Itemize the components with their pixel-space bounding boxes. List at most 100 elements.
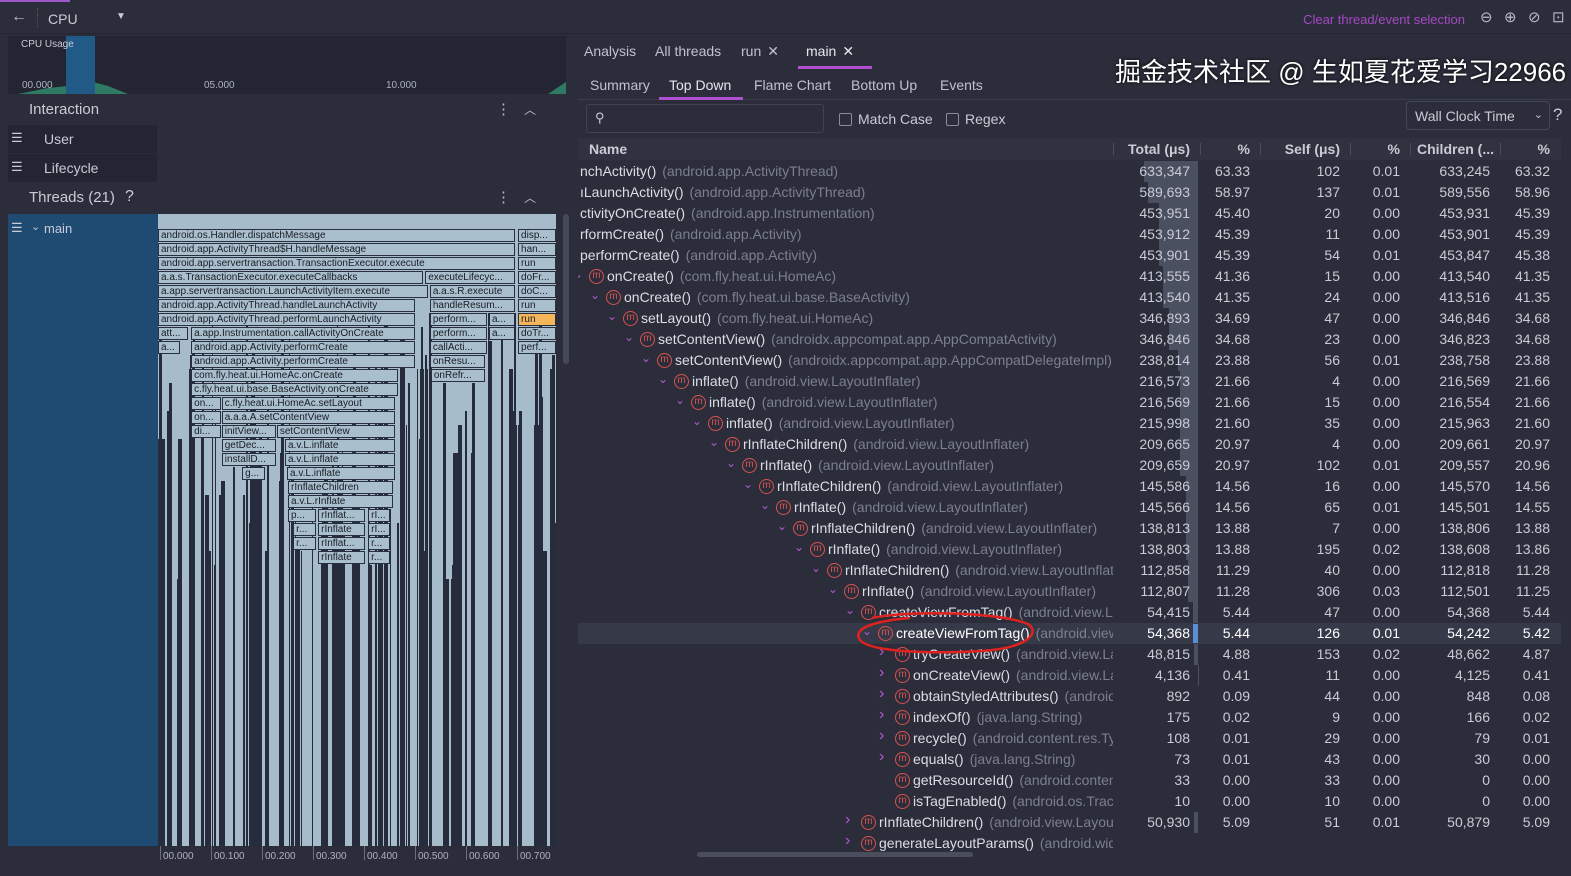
flame-frame[interactable]: installD... (221, 453, 276, 466)
chevron-down-icon[interactable]: ⌄ (31, 221, 41, 233)
chevron-right-icon[interactable]: › (879, 665, 885, 681)
subtab-summary[interactable]: Summary (590, 77, 650, 93)
flame-frame[interactable]: a... (488, 313, 515, 326)
chevron-down-icon[interactable]: ⌄ (726, 456, 737, 470)
flame-frame[interactable]: on... (191, 397, 222, 410)
flame-frame[interactable]: r... (293, 537, 317, 550)
subtab-flame-chart[interactable]: Flame Chart (754, 77, 832, 93)
subtab-top-down[interactable]: Top Down (669, 77, 732, 93)
chevron-right-icon[interactable]: › (845, 833, 851, 849)
flame-frame[interactable]: run (518, 257, 556, 270)
track-options-icon[interactable]: ☰ (11, 159, 23, 174)
table-row[interactable]: ⌄ m createViewFromTag() (android.view 54,368… (578, 623, 1561, 644)
chevron-down-icon[interactable]: ⌄ (641, 351, 652, 365)
flame-frame[interactable]: rInflateChildren (288, 481, 394, 494)
column-divider[interactable] (1113, 143, 1114, 155)
flame-frame[interactable]: handleResum... (429, 299, 515, 312)
chevron-down-icon[interactable]: ⌄ (760, 498, 771, 512)
chevron-down-icon[interactable]: ⌄ (624, 330, 635, 344)
flame-frame[interactable]: doTr... (518, 327, 556, 340)
close-icon[interactable]: ✕ (767, 43, 779, 59)
chevron-down-icon[interactable]: ⌄ (743, 477, 754, 491)
table-row[interactable]: ⌄ m rInflateChildren() (android.view.Layout… (578, 476, 1561, 497)
chevron-down-icon[interactable]: ⌄ (590, 288, 601, 302)
table-row[interactable]: › m equals() (java.lang.String) 73 0.01 43 0.00… (578, 749, 1561, 770)
search-field[interactable] (615, 108, 815, 129)
flame-frame[interactable]: onResu... (429, 355, 485, 368)
table-row[interactable]: ⌄ m rInflate() (android.view.LayoutInflater… (578, 539, 1561, 560)
table-row[interactable]: ⌄ m setLayout() (com.fly.heat.ui.HomeAc) 346… (578, 308, 1561, 329)
regex-checkbox[interactable] (946, 113, 959, 126)
flame-frame[interactable]: perf... (518, 341, 556, 354)
column-header[interactable]: % (1537, 141, 1550, 157)
track-options-icon[interactable]: ☰ (11, 220, 23, 235)
flame-frame[interactable]: rInflat... (318, 537, 366, 550)
flame-frame[interactable]: doC... (518, 285, 556, 298)
flame-frame[interactable]: getDec... (221, 439, 276, 452)
flame-frame[interactable]: p... (288, 509, 317, 522)
track-user[interactable]: ☰ User (8, 125, 157, 153)
horizontal-scrollbar[interactable] (697, 852, 973, 857)
column-divider[interactable] (1500, 143, 1501, 155)
table-row[interactable]: ⌄ m inflate() (android.view.LayoutInflater)… (578, 413, 1561, 434)
more-vert-icon[interactable]: ⋮ (496, 189, 511, 206)
chevron-down-icon[interactable]: ⌄ (607, 309, 618, 323)
chevron-down-icon[interactable]: ⌄ (794, 540, 805, 554)
collapse-icon[interactable]: ︿ (524, 103, 537, 117)
flame-frame[interactable]: a.a.s.TransactionExecutor.executeCallbac… (158, 271, 424, 284)
column-divider[interactable] (1410, 143, 1411, 155)
search-input[interactable]: ⚲ (586, 104, 824, 133)
help-icon[interactable]: ? (1553, 105, 1563, 124)
column-header[interactable]: Children (... (1417, 141, 1494, 157)
chevron-right-icon[interactable]: › (879, 686, 885, 702)
flame-frame[interactable]: r... (368, 551, 391, 564)
top-down-tree-table[interactable]: nchActivity() (android.app.ActivityThread… (578, 161, 1561, 853)
flame-frame[interactable]: rI... (368, 523, 391, 536)
table-row[interactable]: ⌄ m rInflate() (android.view.LayoutInflater… (578, 455, 1561, 476)
flame-frame[interactable]: disp... (518, 229, 556, 242)
reset-zoom-icon[interactable]: ⊘ (1528, 9, 1541, 26)
match-case-checkbox[interactable] (839, 113, 852, 126)
cpu-selection-range[interactable] (66, 36, 95, 94)
flame-frame[interactable]: a.app.Instrumentation.callActivityOnCrea… (191, 327, 416, 340)
flame-frame[interactable]: r... (368, 537, 391, 550)
flame-frame[interactable]: a.a.s.R.execute (429, 285, 515, 298)
help-icon[interactable]: ? (125, 188, 134, 205)
chevron-down-icon[interactable]: ⌄ (675, 393, 686, 407)
column-header[interactable]: % (1237, 141, 1250, 157)
flame-frame[interactable]: onRefr... (430, 369, 485, 382)
flame-frame[interactable]: initView... (221, 425, 276, 438)
chevron-down-icon[interactable]: ⌄ (658, 372, 669, 386)
flame-frame[interactable]: a.a.a.A.setContentView (221, 411, 396, 424)
flame-frame[interactable]: a.v.L.inflate (284, 453, 396, 466)
fit-icon[interactable]: ⊡ (1552, 9, 1565, 26)
table-row[interactable]: ⌄ m rInflate() (android.view.LayoutInflater… (578, 497, 1561, 518)
column-header[interactable]: Name (589, 141, 628, 157)
chevron-right-icon[interactable]: › (845, 812, 851, 828)
subtab-bottom-up[interactable]: Bottom Up (851, 77, 918, 93)
table-row[interactable]: › m recycle() (android.content.res.Ty 108 0.0… (578, 728, 1561, 749)
table-row[interactable]: ⌄ m rInflate() (android.view.LayoutInflater… (578, 581, 1561, 602)
flame-frame[interactable]: android.app.ActivityThread.handleLaunchA… (158, 299, 416, 312)
flame-frame[interactable]: a.v.L.rInflate (288, 495, 394, 508)
tab-run[interactable]: run ✕ (741, 43, 779, 60)
flame-frame[interactable]: android.app.servertransaction.Transactio… (158, 257, 515, 270)
table-row[interactable]: ⌄ m rInflateChildren() (android.view.Layout… (578, 518, 1561, 539)
table-row[interactable]: ıLaunchActivity() (android.app.ActivityTh… (578, 182, 1561, 203)
close-icon[interactable]: ✕ (842, 43, 855, 59)
table-row[interactable]: m getResourceId() (android.conten 33 0.00 33 0… (578, 770, 1561, 791)
table-row[interactable]: › m onCreateView() (android.view.La 4,136 0.4… (578, 665, 1561, 686)
chevron-right-icon[interactable]: › (879, 749, 885, 765)
column-header[interactable]: % (1387, 141, 1400, 157)
table-row[interactable]: nchActivity() (android.app.ActivityThread… (578, 161, 1561, 182)
tab-analysis[interactable]: Analysis (584, 43, 636, 59)
flame-frame[interactable]: a.app.servertransaction.LaunchActivityIt… (158, 285, 428, 298)
table-row[interactable]: ⌄ m setContentView() (androidx.appcompat.ap… (578, 329, 1561, 350)
more-vert-icon[interactable]: ⋮ (496, 101, 511, 118)
flame-frame[interactable]: g... (242, 467, 266, 480)
table-row[interactable]: performCreate() (android.app.Activity) 453… (578, 245, 1561, 266)
column-header[interactable]: Total (μs) (1128, 141, 1190, 157)
column-divider[interactable] (1350, 143, 1351, 155)
chevron-down-icon[interactable]: ⌄ (862, 624, 873, 638)
table-row[interactable]: ⌄ m inflate() (android.view.LayoutInflater)… (578, 371, 1561, 392)
